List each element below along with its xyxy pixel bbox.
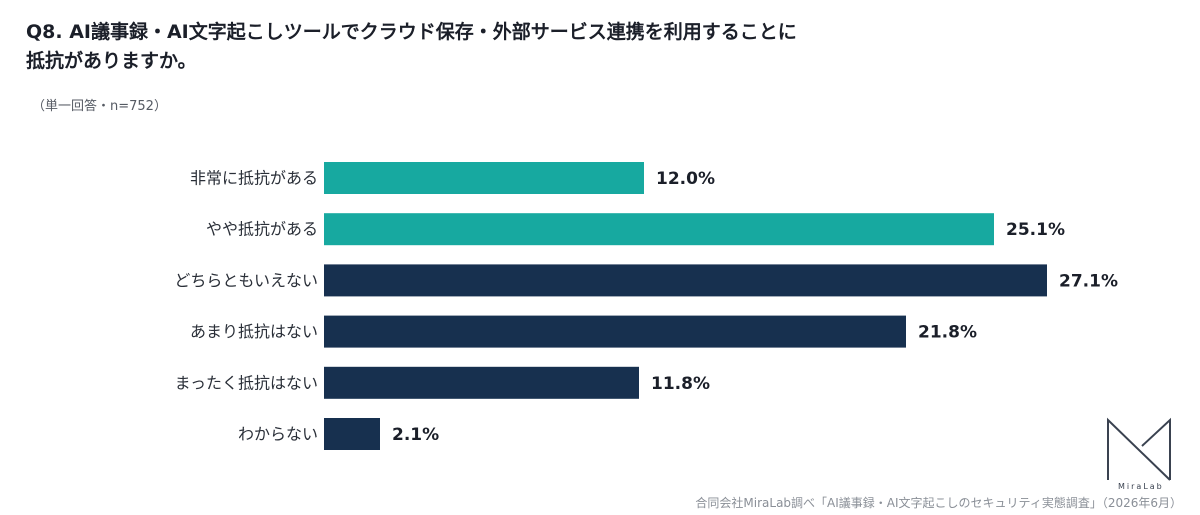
category-label: やや抵抗がある	[206, 220, 318, 239]
bar-group: 非常に抵抗がある 12.0% やや抵抗がある 25.1% どちらともいえない 27.1% あ…	[174, 162, 1118, 450]
value-label: 2.1%	[392, 425, 439, 445]
miralab-logo-icon	[1107, 417, 1171, 481]
value-label: 21.8%	[918, 323, 977, 343]
bar	[324, 315, 906, 348]
value-label: 12.0%	[656, 169, 715, 189]
chart-title-line-1: Q8. AI議事録・AI文字起こしツールでクラウド保存・外部サービス連携を利用す…	[26, 21, 797, 43]
value-label: 27.1%	[1059, 271, 1118, 291]
category-label: 非常に抵抗がある	[190, 169, 318, 188]
bar	[324, 418, 380, 450]
value-label: 25.1%	[1006, 220, 1065, 240]
category-label: どちらともいえない	[174, 271, 318, 290]
value-label: 11.8%	[651, 374, 710, 394]
chart-title: Q8. AI議事録・AI文字起こしツールでクラウド保存・外部サービス連携を利用す…	[26, 18, 1026, 76]
bar	[324, 213, 994, 246]
bar	[324, 264, 1047, 297]
source-note: 合同会社MiraLab調べ「AI議事録・AI文字起こしのセキュリティ実態調査」（…	[695, 496, 1182, 510]
chart-title-line-2: 抵抗がありますか。	[26, 50, 197, 72]
category-label: わからない	[238, 425, 318, 444]
bar	[324, 162, 644, 194]
chart-subtitle: （単一回答・n=752）	[32, 99, 167, 114]
logo-text: MiraLab	[1118, 482, 1164, 491]
bar	[324, 366, 639, 399]
category-label: まったく抵抗はない	[175, 373, 318, 392]
category-label: あまり抵抗はない	[190, 322, 318, 341]
